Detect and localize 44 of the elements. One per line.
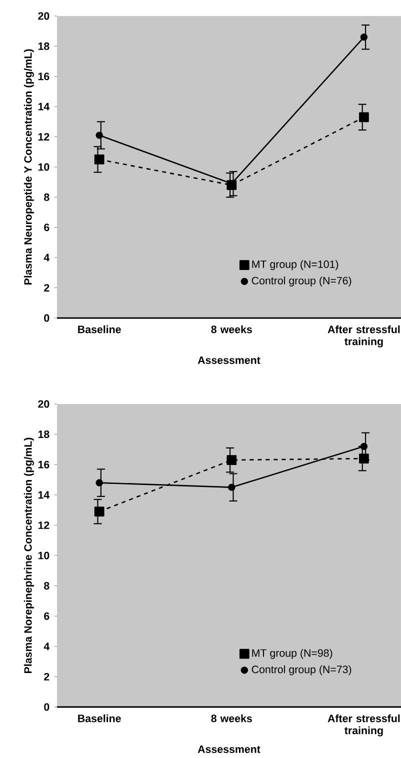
x-axis-title: Assessment bbox=[198, 356, 260, 364]
x-tick-label: 8 weeks bbox=[211, 714, 252, 722]
y-tick-label: 8 bbox=[44, 193, 50, 201]
y-tick-label: 10 bbox=[38, 552, 50, 560]
point bbox=[228, 484, 236, 491]
y-tick-label: 2 bbox=[44, 284, 50, 292]
y-tick-label: 6 bbox=[44, 612, 50, 620]
x-tick-label: Baseline bbox=[78, 714, 121, 722]
point bbox=[360, 34, 368, 41]
y-tick-label: 18 bbox=[38, 42, 50, 50]
point bbox=[226, 455, 237, 465]
y-tick-label: 2 bbox=[44, 672, 50, 680]
y-tick-label: 6 bbox=[44, 224, 50, 232]
y-tick-label: 12 bbox=[38, 133, 50, 141]
y-tick-label: 18 bbox=[38, 430, 50, 438]
x-tick-label: Baseline bbox=[78, 325, 121, 334]
y-tick-label: 8 bbox=[44, 582, 50, 590]
y-tick-label: 16 bbox=[38, 460, 50, 468]
y-tick-label: 0 bbox=[44, 703, 50, 711]
legend-label: Control group (N=73) bbox=[252, 665, 352, 676]
x-tick-label: 8 weeks bbox=[211, 325, 252, 334]
y-tick-label: 20 bbox=[38, 400, 50, 408]
x-axis-title: Assessment bbox=[198, 746, 260, 753]
y-axis-title: Plasma Neuropeptide Y Concentration (pg/mL) bbox=[24, 49, 34, 285]
y-tick-label: 14 bbox=[38, 102, 50, 110]
y-tick-label: 10 bbox=[38, 163, 50, 171]
y-axis-title: Plasma Norepinephrine Concentration (pg/mL) bbox=[24, 438, 34, 674]
y-tick-label: 4 bbox=[44, 642, 50, 650]
point bbox=[94, 506, 104, 516]
x-tick-label: After stressful training bbox=[328, 714, 400, 736]
point bbox=[96, 132, 103, 139]
y-tick-label: 14 bbox=[38, 491, 50, 499]
y-tick-label: 0 bbox=[44, 314, 50, 322]
x-tick-label: After stressful training bbox=[328, 325, 400, 348]
legend-label: Control group (N=76) bbox=[252, 276, 352, 287]
point bbox=[96, 479, 103, 486]
legend-label: MT group (N=101) bbox=[252, 260, 338, 270]
y-tick-label: 12 bbox=[38, 521, 50, 529]
y-tick-label: 20 bbox=[38, 12, 50, 20]
point bbox=[359, 112, 369, 122]
legend-label: MT group (N=98) bbox=[252, 648, 332, 659]
y-tick-label: 4 bbox=[44, 254, 50, 262]
point bbox=[94, 154, 104, 164]
y-tick-label: 16 bbox=[38, 72, 50, 80]
